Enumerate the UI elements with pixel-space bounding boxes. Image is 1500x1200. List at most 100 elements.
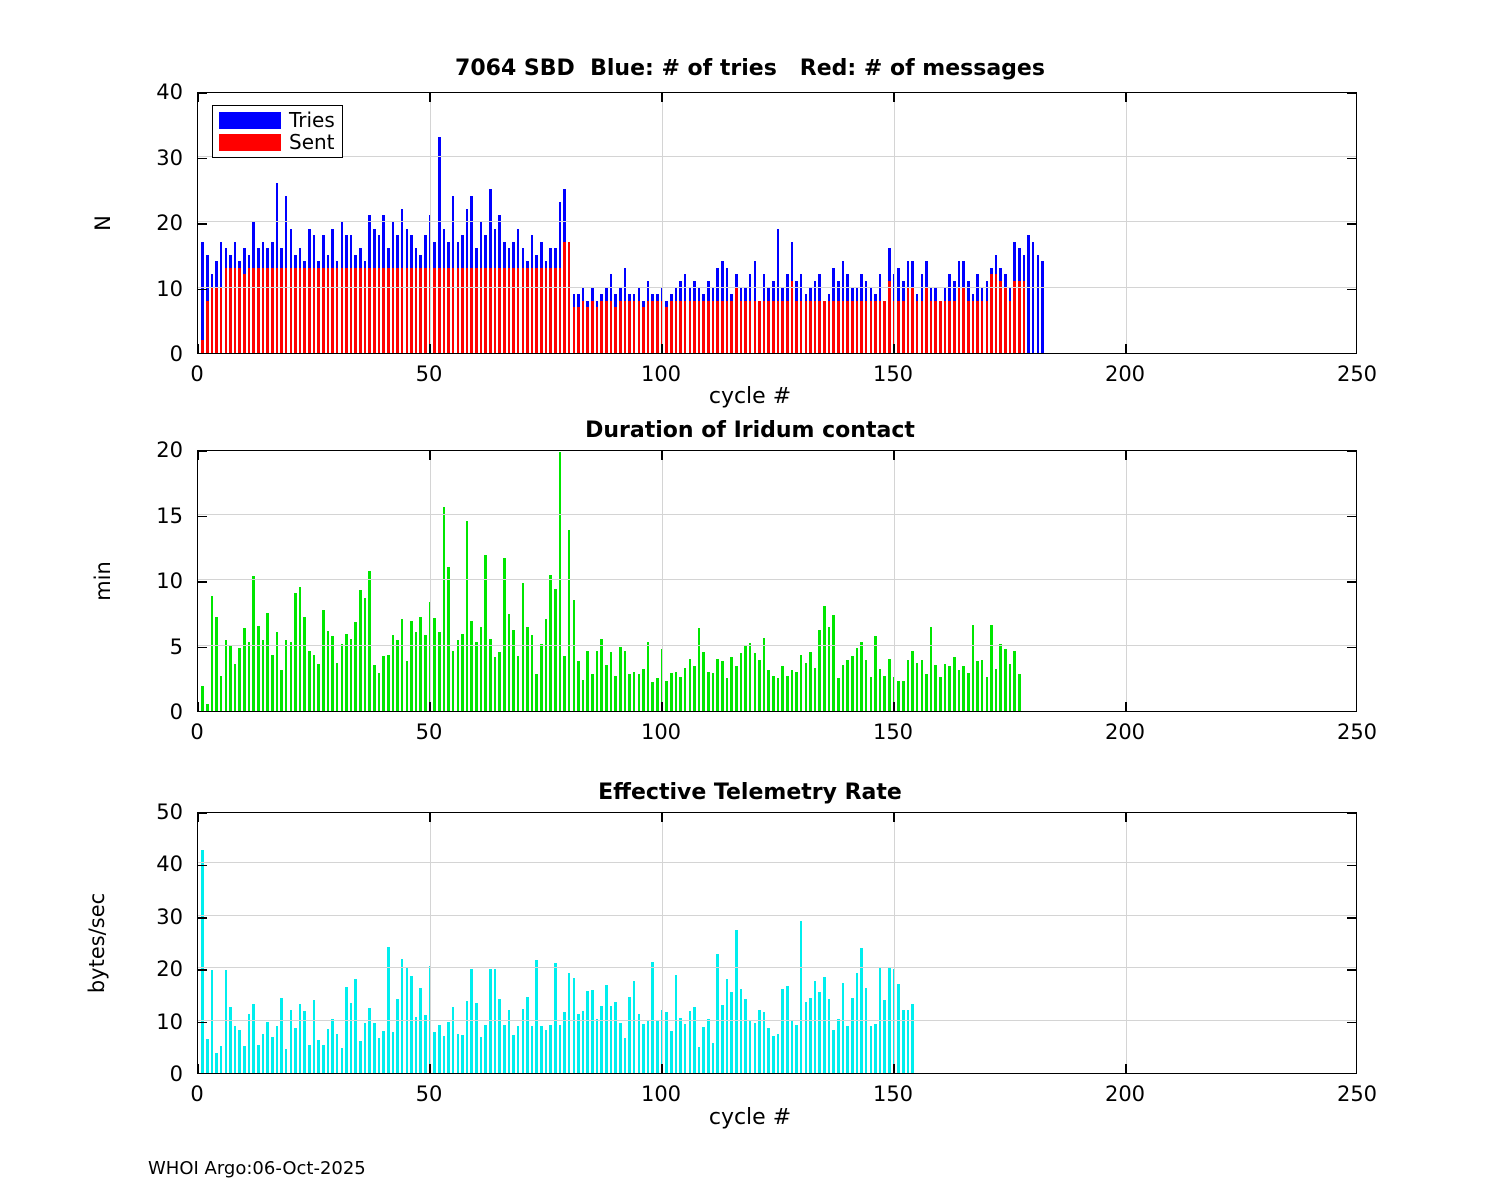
bar-sent: [280, 267, 283, 353]
bar-rate: [609, 1005, 613, 1073]
bar-rate: [846, 1025, 849, 1073]
y-tickmark: [1347, 917, 1356, 919]
bar-duration: [210, 595, 214, 711]
legend-label-tries: Tries: [289, 108, 335, 132]
y-tickmark: [1347, 969, 1356, 971]
bar-sent: [915, 300, 919, 353]
bar-rate: [758, 1010, 761, 1073]
legend-entry-tries: Tries: [219, 108, 335, 132]
bar-duration: [233, 663, 237, 711]
bar-rate: [572, 977, 576, 1073]
bar-sent: [252, 267, 255, 353]
bar-duration: [985, 676, 989, 711]
bar-duration: [734, 666, 738, 711]
x-tickmark: [1125, 813, 1127, 822]
bar-rate: [321, 1045, 325, 1073]
bar-sent: [219, 287, 223, 353]
bar-sent: [433, 267, 436, 353]
bar-duration: [618, 646, 622, 711]
bar-rate: [665, 1012, 668, 1073]
y-tick-label: 30: [156, 145, 183, 170]
bar-duration: [266, 612, 269, 711]
bar-rate: [734, 929, 738, 1073]
bar-sent: [957, 287, 961, 353]
bar-sent: [303, 267, 306, 353]
bar-rate: [739, 988, 743, 1073]
bar-duration: [642, 669, 645, 711]
bar-duration: [289, 641, 293, 711]
x-tick-label: 200: [1104, 1082, 1146, 1106]
bar-duration: [813, 667, 817, 711]
bar-duration: [855, 648, 859, 711]
bar-rate: [716, 954, 719, 1073]
bar-sent: [396, 267, 399, 353]
bar-rate: [465, 1001, 469, 1073]
bar-rate: [359, 1040, 362, 1073]
bar-duration: [669, 673, 673, 711]
bar-sent: [688, 300, 692, 353]
bar-rate: [396, 999, 399, 1073]
bar-rate: [577, 1013, 580, 1073]
bar-duration: [1013, 650, 1016, 711]
bar-duration: [883, 675, 886, 711]
x-tickmark: [429, 93, 431, 102]
bar-sent: [600, 300, 603, 353]
bar-tries: [1031, 241, 1035, 353]
bar-sent: [832, 300, 835, 353]
bar-sent: [507, 267, 511, 353]
bar-duration: [804, 662, 808, 711]
bar-duration: [679, 676, 682, 711]
bar-duration: [475, 641, 478, 711]
bar-sent: [308, 267, 311, 353]
bar-sent: [772, 300, 775, 353]
bar-rate: [586, 991, 590, 1073]
bar-sent: [572, 307, 576, 353]
y-tickmark: [198, 93, 207, 94]
bar-duration: [261, 640, 265, 711]
bar-duration: [809, 652, 812, 711]
x-tickmark: [893, 702, 895, 711]
bar-duration: [818, 629, 822, 711]
bar-sent: [911, 287, 914, 353]
bar-sent: [586, 307, 590, 353]
bar-duration: [758, 659, 761, 711]
bar-rate: [377, 1037, 381, 1073]
y-tick-label: 15: [156, 503, 183, 528]
bar-rate: [646, 1020, 650, 1073]
bar-rate: [456, 1033, 460, 1073]
bar-sent: [966, 300, 970, 353]
x-tick-label: 50: [415, 720, 443, 744]
bar-sent: [243, 274, 246, 353]
bar-rate: [702, 1026, 706, 1073]
bar-rate: [897, 984, 900, 1073]
bar-duration: [730, 657, 733, 711]
bar-sent: [748, 300, 752, 353]
bar-duration: [939, 676, 942, 711]
bar-sent: [205, 300, 209, 353]
bar-sent: [461, 267, 464, 353]
bar-sent: [233, 267, 237, 353]
bar-rate: [386, 947, 390, 1073]
bar-duration: [628, 674, 631, 711]
gridline-vertical: [430, 451, 431, 711]
bar-duration: [605, 665, 608, 711]
bar-duration: [312, 654, 316, 711]
bar-tries: [275, 182, 279, 353]
panel3-title: Effective Telemetry Rate: [598, 780, 902, 805]
bar-rate: [767, 1027, 770, 1073]
bar-sent: [553, 267, 557, 353]
y-tickmark: [1347, 515, 1356, 518]
bar-duration: [493, 657, 497, 711]
bar-duration: [767, 670, 770, 711]
bar-duration: [688, 658, 692, 711]
bar-rate: [233, 1025, 237, 1073]
bar-sent: [642, 307, 645, 353]
bar-duration: [359, 590, 362, 711]
bar-duration: [363, 598, 367, 711]
bar-duration: [516, 655, 520, 711]
bar-duration: [451, 650, 455, 711]
bar-sent: [790, 280, 794, 353]
bar-rate: [614, 1002, 617, 1073]
bar-duration: [906, 659, 910, 711]
bar-rate: [275, 1025, 279, 1073]
